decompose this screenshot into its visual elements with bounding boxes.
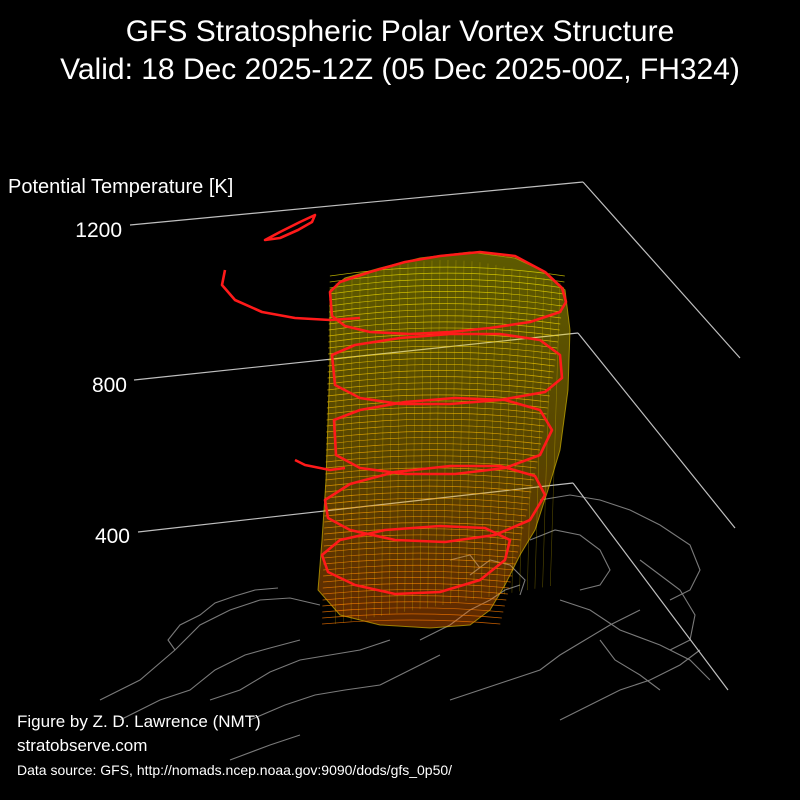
grid-line-1200 <box>129 181 584 226</box>
vortex-meridian <box>496 266 505 596</box>
vortex-isoline <box>327 376 552 385</box>
vortex-isoline <box>325 443 540 451</box>
vortex-isoline <box>328 309 562 319</box>
vortex-isoline <box>327 382 551 391</box>
depth-line-1200 <box>582 181 741 359</box>
vortex-meridian <box>458 260 465 603</box>
vortex-isoline <box>325 449 539 457</box>
data-source-note: Data source: GFS, http://nomads.ncep.noa… <box>17 762 453 778</box>
vortex-isoline <box>323 558 516 565</box>
vortex-isoline <box>324 516 525 523</box>
vortex-meridian <box>350 277 353 622</box>
vortex-isoline <box>326 424 544 433</box>
vortex-meridian <box>550 282 561 587</box>
vortex-meridian <box>373 270 377 618</box>
vortex-meridian <box>488 264 497 597</box>
vortex-isoline <box>323 564 514 571</box>
vortex-isoline <box>322 595 507 601</box>
vortex-isoline <box>327 388 550 397</box>
z-tick-label: 1200 <box>75 219 122 242</box>
vortex-isoline <box>329 291 564 301</box>
vortex-isoline <box>328 345 557 355</box>
vortex-meridian <box>381 268 385 616</box>
vortex-isoline <box>329 285 564 295</box>
figure-credit: Figure by Z. D. Lawrence (NMT) <box>17 712 261 731</box>
vortex-meridian <box>343 280 345 623</box>
vortex-meridian <box>481 263 489 599</box>
vortex-meridian <box>396 264 401 614</box>
vortex-meridian <box>534 277 545 589</box>
vortex-isoline <box>323 546 518 553</box>
vortex-meridian <box>404 263 409 612</box>
vortex-isoline <box>328 321 560 331</box>
vortex-meridian <box>473 262 481 600</box>
vortex-isoline <box>324 497 529 505</box>
vortex-meridian <box>542 280 553 588</box>
vortex-meridian <box>427 260 433 608</box>
red-contour-3 <box>332 396 554 476</box>
red-contour-5 <box>320 524 512 596</box>
vortex-isoline <box>329 297 563 307</box>
vortex-isoline <box>322 589 508 595</box>
red-blob-mid <box>294 458 346 472</box>
vortex-isosurface <box>220 213 571 629</box>
vortex-isoline <box>326 406 547 415</box>
vortex-isoline <box>329 266 565 277</box>
vortex-isoline <box>322 613 502 619</box>
vortex-isoline <box>322 601 505 607</box>
vortex-isoline <box>326 431 543 439</box>
vortex-meridian <box>412 262 417 611</box>
red-filament <box>220 269 361 322</box>
vortex-isoline <box>326 437 542 445</box>
vortex-meridian <box>389 266 393 615</box>
vortex-isoline <box>323 570 513 577</box>
vortex-isoline <box>324 510 527 517</box>
chart-title: GFS Stratospheric Polar Vortex Structure <box>125 15 675 48</box>
vortex-isoline <box>324 522 524 529</box>
vortex-isoline <box>322 583 510 589</box>
red-blob-top <box>263 213 317 242</box>
vortex-isoline <box>322 607 504 613</box>
red-contour-top <box>328 250 568 336</box>
z-tick-label: 800 <box>92 374 127 397</box>
vortex-meridian <box>435 260 441 607</box>
vortex-isoline <box>329 272 565 283</box>
website-link[interactable]: stratobserve.com <box>17 736 148 755</box>
vortex-isoline <box>326 394 549 403</box>
vortex-isoline <box>329 303 562 313</box>
vortex-isoline <box>324 528 523 535</box>
vortex-meridian <box>465 261 473 601</box>
vortex-meridian <box>504 268 513 595</box>
vortex-isoline <box>327 351 556 361</box>
vortex-isoline <box>323 552 517 559</box>
chart-subtitle: Valid: 18 Dec 2025-12Z (05 Dec 2025-00Z,… <box>60 53 740 86</box>
vortex-isoline <box>321 619 501 625</box>
z-tick-label: 400 <box>95 525 130 548</box>
vortex-isoline <box>327 364 554 373</box>
vortex-isoline <box>324 485 532 493</box>
vortex-isoline <box>328 327 559 337</box>
vortex-meridian <box>442 259 449 606</box>
vortex-isoline <box>324 491 531 499</box>
vortex-meridian <box>450 260 457 604</box>
vortex-isoline <box>327 370 553 379</box>
vortex-meridian <box>358 275 361 620</box>
red-contour-4 <box>323 464 547 544</box>
depth-line-800 <box>577 332 736 529</box>
vortex-isoline <box>329 278 565 289</box>
vortex-isoline <box>327 358 555 367</box>
red-contour-2 <box>330 332 564 406</box>
z-axis-label: Potential Temperature [K] <box>8 176 233 198</box>
vortex-isoline <box>325 455 538 463</box>
vortex-isoline <box>326 412 546 421</box>
vortex-meridian <box>419 261 425 610</box>
depth-line-400 <box>572 482 729 691</box>
vortex-isoline <box>324 504 528 511</box>
vortex-meridian <box>527 275 537 591</box>
vortex-meridian <box>519 272 529 592</box>
vortex-isoline <box>326 418 545 427</box>
